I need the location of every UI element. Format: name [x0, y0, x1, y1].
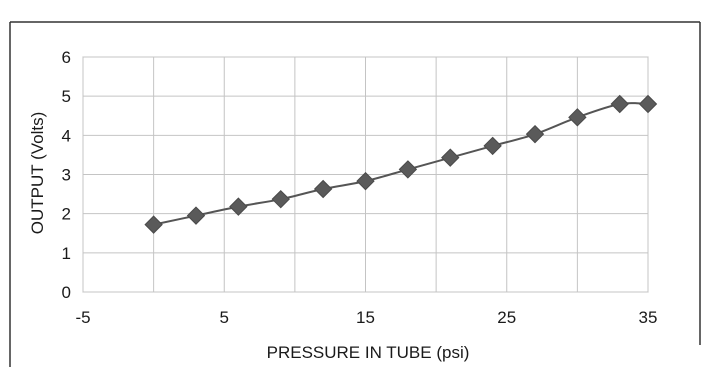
data-point [525, 124, 545, 144]
x-axis-label: PRESSURE IN TUBE (psi) [267, 343, 470, 362]
data-point [186, 206, 206, 225]
data-point [441, 148, 460, 167]
y-tick-label: 0 [62, 283, 71, 302]
data-point [638, 94, 658, 114]
y-tick-labels: 0 1 2 3 4 5 6 [62, 48, 71, 302]
figure-border [9, 21, 701, 367]
data-point [271, 189, 290, 209]
data-point [398, 160, 418, 179]
y-tick-label: 2 [62, 205, 71, 224]
data-point [313, 179, 333, 199]
y-tick-label: 5 [62, 87, 71, 106]
x-tick-labels: -5 5 15 25 35 [75, 308, 657, 327]
x-tick-label: -5 [75, 308, 90, 327]
y-tick-label: 1 [62, 244, 71, 263]
y-tick-label: 3 [62, 166, 71, 185]
y-tick-label: 4 [62, 126, 71, 145]
data-point [483, 136, 502, 156]
data-point [568, 108, 587, 127]
x-tick-label: 5 [220, 308, 229, 327]
y-tick-label: 6 [62, 48, 71, 67]
data-point [610, 94, 629, 114]
x-tick-label: 15 [356, 308, 375, 327]
x-tick-label: 35 [639, 308, 658, 327]
series-layer [144, 94, 658, 234]
data-point [229, 197, 248, 216]
grid-lines [82, 56, 649, 293]
x-tick-label: 25 [497, 308, 516, 327]
data-point [144, 215, 163, 234]
y-axis-label: OUTPUT (Volts) [28, 112, 47, 234]
data-point [356, 171, 375, 191]
